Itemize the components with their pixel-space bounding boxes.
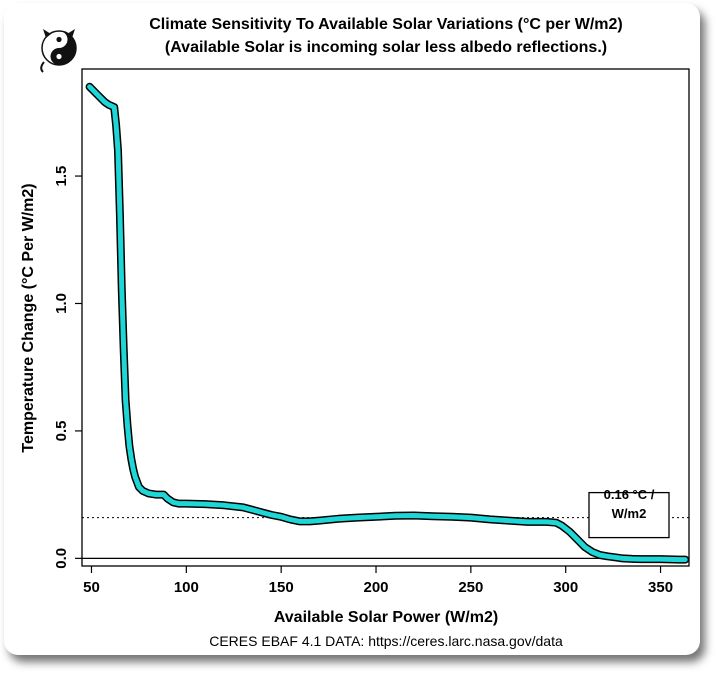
x-tick-label: 150 (269, 579, 294, 596)
x-axis-label: Available Solar Power (W/m2) (274, 609, 498, 626)
x-tick-label: 250 (458, 579, 483, 596)
x-tick-label: 300 (553, 579, 578, 596)
y-tick-label: 1.5 (53, 166, 70, 187)
y-tick-label: 0.0 (53, 548, 70, 569)
x-axis: 50 100 150 200 250 300 350 (83, 566, 673, 596)
chart-card: Climate Sensitivity To Available Solar V… (4, 3, 700, 655)
chart: Climate Sensitivity To Available Solar V… (20, 16, 690, 649)
yin-yang-cat-logo (40, 29, 77, 73)
annotation-box: 0.16 °C / W/m2 (588, 487, 670, 539)
y-tick-label: 1.0 (53, 293, 70, 314)
chart-subtitle: (Available Solar is incoming solar less … (165, 39, 607, 56)
annotation-line1: 0.16 °C / (604, 487, 655, 502)
plot-frame (81, 68, 690, 567)
x-tick-label: 50 (83, 579, 100, 596)
x-tick-label: 350 (648, 579, 673, 596)
data-series (85, 82, 690, 564)
chart-title: Climate Sensitivity To Available Solar V… (149, 16, 623, 33)
series-line-outline (85, 82, 690, 564)
annotation-line2: W/m2 (612, 506, 647, 521)
series-line (87, 84, 688, 563)
y-axis: 0.0 0.5 1.0 1.5 (53, 166, 82, 569)
y-tick-label: 0.5 (53, 420, 70, 441)
source-note: CERES EBAF 4.1 DATA: https://ceres.larc.… (209, 633, 563, 649)
x-tick-label: 100 (174, 579, 199, 596)
reference-lines (82, 517, 689, 559)
y-axis-label: Temperature Change (°C Per W/m2) (20, 183, 37, 452)
x-tick-label: 200 (364, 579, 389, 596)
